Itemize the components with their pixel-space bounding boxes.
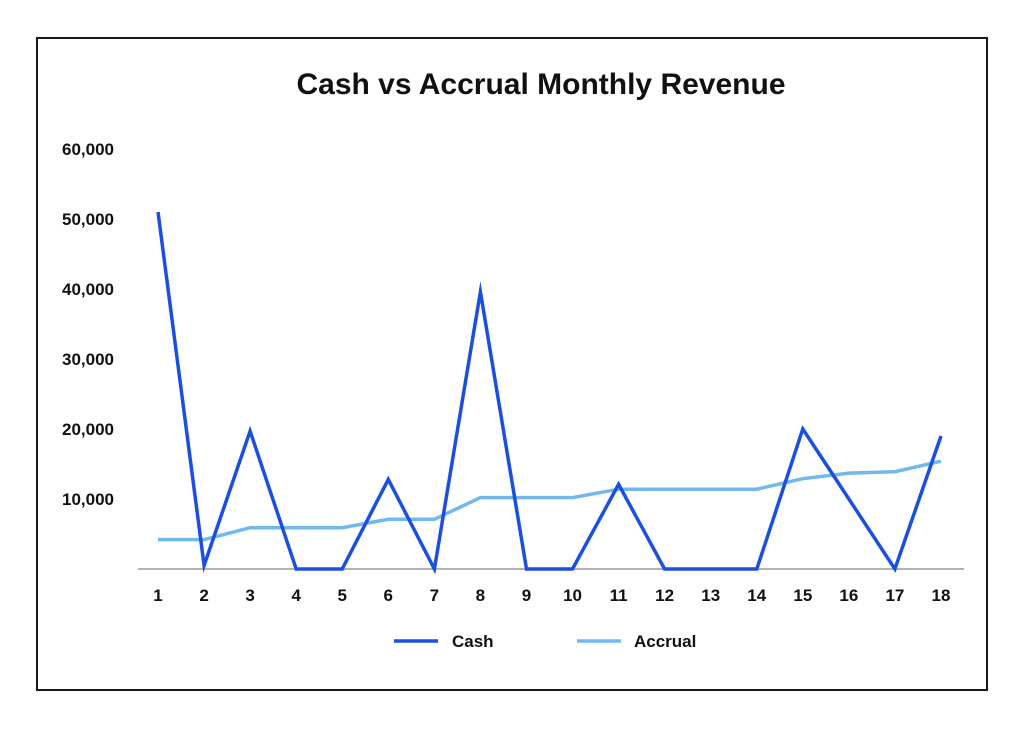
x-tick-label: 13 [701,586,720,605]
legend-label-accrual: Accrual [634,632,696,651]
x-axis-ticks: 1 2 3 4 5 6 7 8 9 10 11 12 13 14 15 16 17 18 [153,586,950,605]
x-tick-label: 16 [839,586,858,605]
legend-label-cash: Cash [452,632,494,651]
chart-frame [36,37,988,691]
y-tick-label: 50,000 [62,210,114,229]
series-line-cash [156,211,943,575]
x-tick-label: 1 [153,586,162,605]
x-tick-label: 12 [655,586,674,605]
y-axis-ticks: 10,000 20,000 30,000 40,000 50,000 60,000 [62,140,114,509]
y-tick-label: 60,000 [62,140,114,159]
x-tick-label: 7 [430,586,439,605]
x-tick-label: 3 [245,586,254,605]
y-tick-label: 20,000 [62,420,114,439]
y-tick-label: 30,000 [62,350,114,369]
x-tick-label: 9 [522,586,531,605]
series-line-accrual [158,459,942,542]
x-tick-label: 14 [747,586,766,605]
chart-title: Cash vs Accrual Monthly Revenue [296,68,785,101]
x-tick-label: 5 [338,586,347,605]
y-tick-label: 40,000 [62,280,114,299]
x-tick-label: 17 [885,586,904,605]
y-tick-label: 10,000 [62,490,114,509]
x-tick-label: 2 [199,586,208,605]
x-tick-label: 18 [932,586,951,605]
x-tick-label: 8 [476,586,485,605]
x-tick-label: 15 [793,586,812,605]
x-tick-label: 6 [384,586,393,605]
x-tick-label: 4 [291,586,301,605]
x-tick-label: 10 [563,586,582,605]
series-group [156,211,943,575]
x-tick-label: 11 [610,586,628,605]
legend: Cash Accrual [394,632,696,651]
